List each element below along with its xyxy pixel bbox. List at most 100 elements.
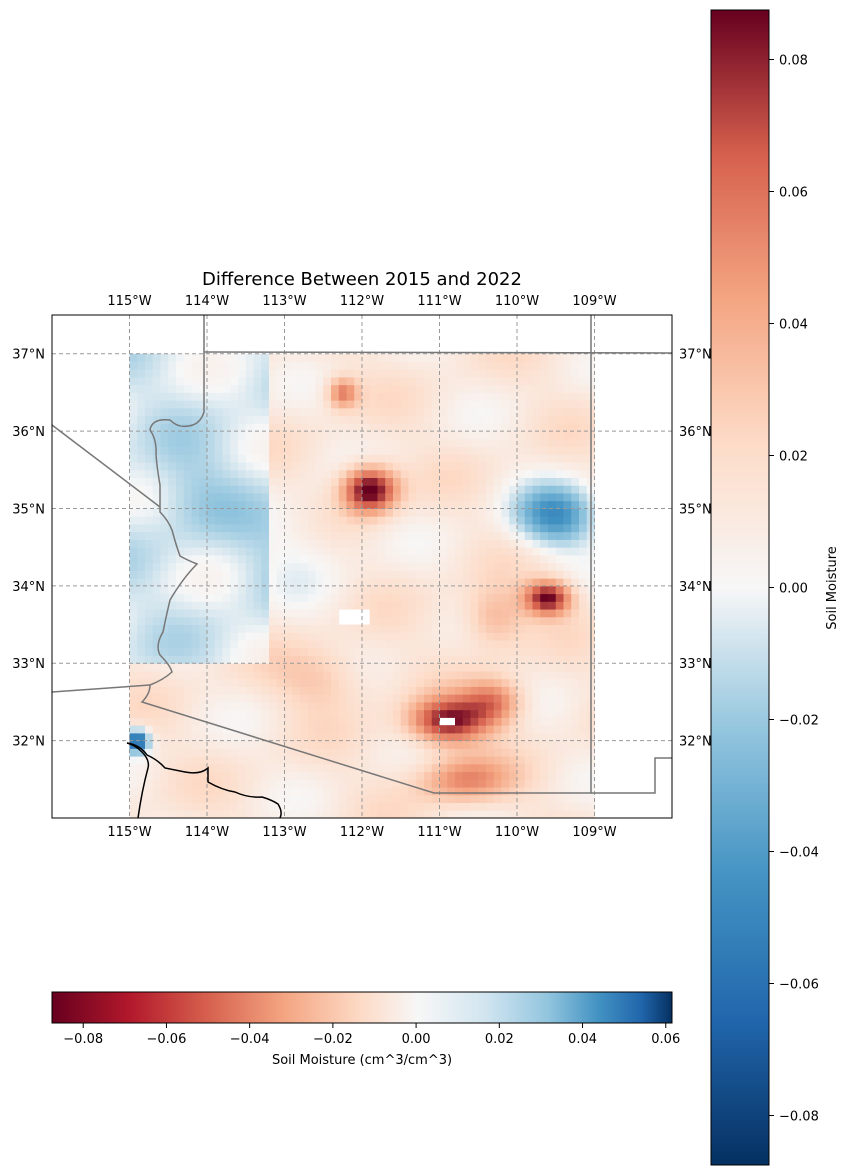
raster-cell bbox=[393, 454, 402, 463]
raster-cell bbox=[524, 756, 533, 765]
raster-cell bbox=[338, 593, 347, 602]
raster-cell bbox=[563, 578, 572, 587]
raster-cell bbox=[137, 492, 146, 502]
raster-cell bbox=[362, 763, 371, 773]
raster-cell bbox=[555, 593, 564, 602]
raster-cell bbox=[276, 523, 285, 533]
raster-cell bbox=[563, 369, 572, 378]
raster-cell bbox=[486, 361, 495, 370]
raster-cell bbox=[300, 431, 309, 440]
raster-cell bbox=[176, 431, 185, 440]
raster-cell bbox=[571, 531, 580, 540]
raster-cell bbox=[563, 516, 572, 525]
raster-cell bbox=[245, 670, 254, 680]
raster-cell bbox=[462, 647, 471, 656]
raster-cell bbox=[540, 640, 549, 649]
raster-cell bbox=[276, 601, 285, 610]
raster-cell bbox=[540, 454, 549, 463]
raster-cell bbox=[540, 802, 549, 811]
raster-cell bbox=[315, 469, 324, 479]
raster-cell bbox=[540, 616, 549, 626]
raster-cell bbox=[269, 446, 278, 455]
raster-cell bbox=[486, 609, 495, 618]
raster-cell bbox=[400, 570, 409, 579]
raster-cell bbox=[292, 570, 301, 579]
raster-cell bbox=[183, 678, 192, 687]
raster-cell bbox=[517, 431, 526, 440]
raster-cell bbox=[315, 508, 324, 517]
raster-cell bbox=[222, 787, 231, 796]
raster-cell bbox=[152, 369, 161, 378]
raster-cell bbox=[222, 369, 231, 378]
raster-cell bbox=[571, 794, 580, 804]
raster-cell bbox=[563, 655, 572, 664]
raster-cell bbox=[385, 670, 394, 680]
raster-cell bbox=[269, 438, 278, 448]
raster-cell bbox=[385, 609, 394, 618]
raster-cell bbox=[145, 794, 154, 804]
raster-cell bbox=[501, 748, 510, 757]
raster-cell bbox=[207, 655, 216, 664]
raster-cell bbox=[385, 547, 394, 556]
raster-cell bbox=[269, 353, 278, 362]
raster-cell bbox=[509, 539, 518, 548]
raster-cell bbox=[424, 469, 433, 479]
raster-cell bbox=[230, 446, 239, 455]
raster-cell bbox=[377, 787, 386, 796]
raster-cell bbox=[168, 485, 177, 494]
raster-cell bbox=[191, 647, 200, 656]
raster-cell bbox=[222, 554, 231, 564]
raster-cell bbox=[447, 431, 456, 440]
raster-cell bbox=[393, 477, 402, 486]
raster-cell bbox=[447, 353, 456, 362]
raster-cell bbox=[214, 454, 223, 463]
raster-cell bbox=[160, 609, 169, 618]
raster-cell bbox=[455, 787, 464, 796]
raster-cell bbox=[300, 663, 309, 672]
raster-cell bbox=[207, 415, 216, 424]
raster-cell bbox=[307, 539, 316, 548]
raster-cell bbox=[439, 601, 448, 610]
raster-cell bbox=[261, 415, 270, 424]
raster-cell bbox=[548, 779, 557, 788]
raster-cell bbox=[199, 423, 208, 432]
raster-cell bbox=[331, 640, 340, 649]
raster-cell bbox=[509, 578, 518, 587]
raster-cell bbox=[501, 686, 510, 695]
raster-cell bbox=[315, 616, 324, 626]
raster-cell bbox=[501, 500, 510, 509]
raster-cell bbox=[416, 725, 425, 734]
raster-cell bbox=[408, 701, 417, 711]
raster-cell bbox=[338, 624, 347, 633]
raster-cell bbox=[214, 694, 223, 703]
raster-cell bbox=[555, 578, 564, 587]
bottom-colorbar-tick-label: 0.06 bbox=[651, 1032, 680, 1047]
raster-cell bbox=[191, 624, 200, 633]
raster-cell bbox=[579, 640, 588, 649]
raster-cell bbox=[253, 431, 262, 440]
raster-cell bbox=[261, 516, 270, 525]
raster-cell bbox=[470, 609, 479, 618]
raster-cell bbox=[354, 392, 363, 401]
raster-cell bbox=[338, 655, 347, 664]
raster-cell bbox=[214, 462, 223, 471]
raster-cell bbox=[517, 632, 526, 641]
raster-cell bbox=[408, 531, 417, 540]
raster-cell bbox=[447, 686, 456, 695]
raster-cell bbox=[137, 407, 146, 417]
raster-cell bbox=[222, 779, 231, 788]
raster-cell bbox=[517, 663, 526, 672]
raster-cell bbox=[362, 462, 371, 471]
raster-cell bbox=[214, 431, 223, 440]
right-colorbar-bar bbox=[710, 9, 770, 1166]
raster-cell bbox=[431, 740, 440, 749]
raster-cell bbox=[292, 601, 301, 610]
raster-cell bbox=[509, 616, 518, 626]
raster-cell bbox=[369, 431, 378, 440]
raster-cell bbox=[145, 508, 154, 517]
raster-cell bbox=[168, 655, 177, 664]
raster-cell bbox=[501, 492, 510, 502]
raster-cell bbox=[493, 725, 502, 734]
raster-cell bbox=[284, 523, 293, 533]
raster-cell bbox=[238, 400, 247, 409]
